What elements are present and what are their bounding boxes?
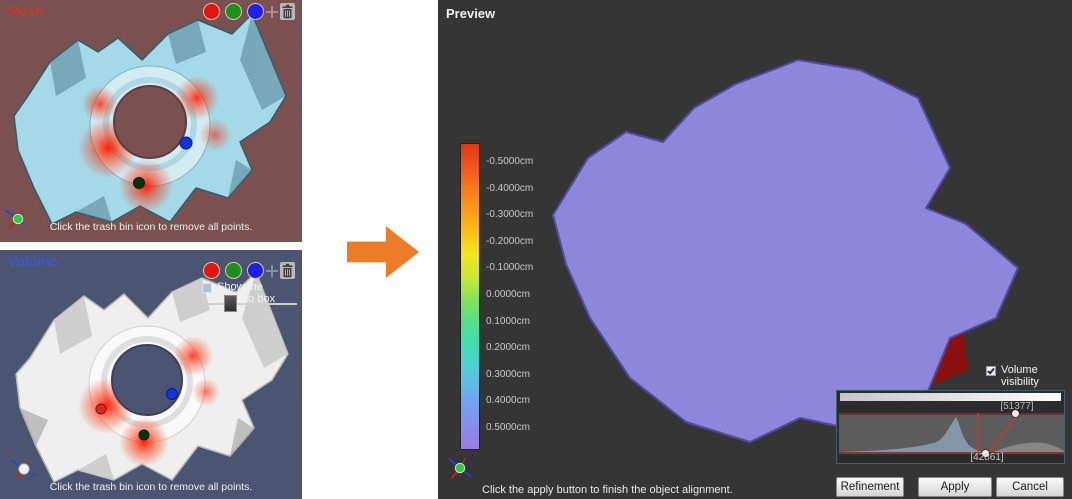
- colorbar-tick: -0.2000cm: [486, 235, 534, 247]
- colorbar-tick: -0.5000cm: [486, 156, 534, 167]
- preview-caption: Click the apply button to finish the obj…: [482, 484, 733, 496]
- clipping-slider-track[interactable]: [202, 303, 297, 305]
- volume-panel-title: Volume: [8, 253, 58, 269]
- colorbar-tick: 0.3000cm: [486, 368, 530, 380]
- upper-handle-dot[interactable]: [1012, 410, 1019, 417]
- volume-trash-icon[interactable]: [280, 262, 295, 279]
- preview-panel[interactable]: Preview -0.5000cm -0.4000cm -0.3000cm -0…: [438, 0, 1072, 499]
- cancel-button[interactable]: Cancel: [996, 477, 1064, 497]
- volume-add-point-icon[interactable]: [265, 264, 279, 278]
- mesh-panel-title: Mesh: [8, 3, 44, 19]
- preview-panel-title: Preview: [446, 6, 496, 21]
- volume-point-marker-blue[interactable]: [166, 388, 178, 400]
- volume-visibility-checkbox[interactable]: [986, 366, 996, 376]
- mesh-green-point-button[interactable]: [225, 3, 242, 20]
- mesh-viewport-panel[interactable]: Mesh Click the trash bin icon to remove …: [0, 0, 302, 242]
- mesh-caption: Click the trash bin icon to remove all p…: [49, 221, 253, 233]
- histogram-plot: [839, 413, 1064, 454]
- mesh-point-marker-blue[interactable]: [179, 136, 193, 150]
- mesh-trash-icon[interactable]: [280, 3, 295, 20]
- mesh-red-point-button[interactable]: [203, 3, 220, 20]
- lower-handle-value: [42861]: [970, 452, 1004, 463]
- volume-visibility-label: Volume visibility: [1001, 364, 1039, 388]
- clipping-box-checkbox[interactable]: [202, 283, 212, 293]
- transfer-gradient-strip: [840, 393, 1061, 401]
- colorbar-tick: 0.2000cm: [486, 342, 530, 354]
- mesh-blue-point-button[interactable]: [247, 3, 264, 20]
- volume-point-marker-dark[interactable]: [138, 429, 150, 441]
- volume-point-marker-red[interactable]: [95, 403, 107, 415]
- colorbar-tick: 0.1000cm: [486, 315, 530, 327]
- mesh-add-point-icon[interactable]: [265, 5, 279, 19]
- colorbar-tick: 0.4000cm: [486, 395, 530, 407]
- volume-green-point-button[interactable]: [225, 262, 242, 279]
- preview-3d-view[interactable]: [498, 40, 1058, 460]
- clipping-slider-handle[interactable]: [224, 295, 237, 312]
- transfer-function-widget[interactable]: [51377] [42861]: [836, 390, 1065, 464]
- colorbar-tick: 0.5000cm: [486, 421, 530, 433]
- opacity-ramp-line[interactable]: [987, 414, 1019, 454]
- apply-button[interactable]: Apply: [918, 477, 992, 497]
- colorbar-tick: -0.1000cm: [486, 262, 534, 274]
- volume-axis-triad-icon: [11, 458, 37, 480]
- deviation-colorbar: [460, 143, 480, 450]
- volume-caption: Click the trash bin icon to remove all p…: [49, 481, 253, 493]
- workflow-arrow-icon: [347, 226, 419, 278]
- volume-3d-view[interactable]: [0, 250, 302, 499]
- refinement-button[interactable]: Refinement: [836, 477, 904, 497]
- volume-blue-point-button[interactable]: [247, 262, 264, 279]
- preview-axis-triad-icon: [448, 457, 472, 479]
- colorbar-tick: -0.4000cm: [486, 182, 534, 194]
- volume-viewport-panel[interactable]: Volume Show the clipping box Click the t…: [0, 250, 302, 499]
- mesh-axis-triad-icon: [5, 208, 29, 230]
- colorbar-tick: 0.0000cm: [486, 288, 530, 300]
- mesh-3d-view[interactable]: [0, 0, 302, 242]
- mesh-point-marker-dark[interactable]: [133, 177, 145, 189]
- colorbar-tick: -0.3000cm: [486, 209, 534, 221]
- deviation-colorbar-labels: -0.5000cm -0.4000cm -0.3000cm -0.2000cm …: [486, 156, 533, 434]
- upper-handle-value: [51377]: [1000, 401, 1034, 412]
- volume-red-point-button[interactable]: [203, 262, 220, 279]
- lower-handle-dot[interactable]: [982, 450, 989, 457]
